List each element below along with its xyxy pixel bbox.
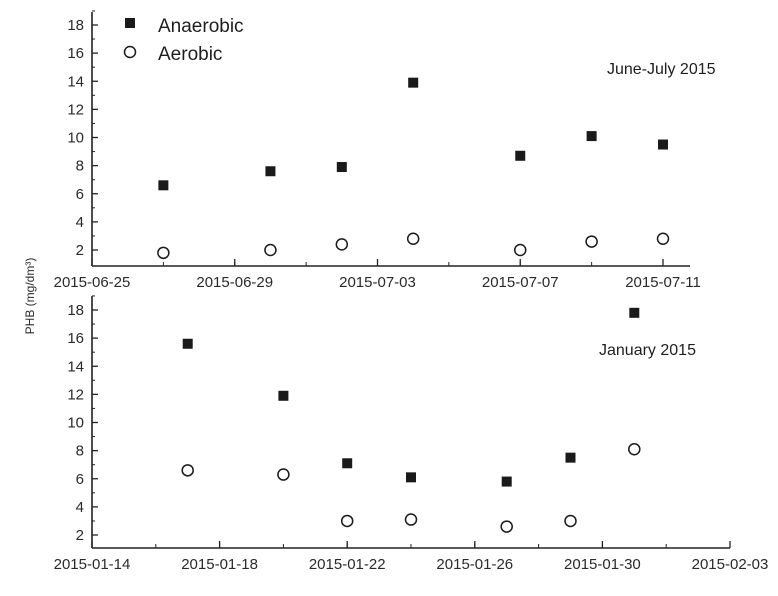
x-tick-label: 2015-01-26: [436, 556, 513, 573]
panel-annotation-june-july: June-July 2015: [607, 61, 716, 78]
y-axis-label: PHB (mg/dm³): [23, 258, 37, 335]
aerobic-point: [656, 232, 670, 245]
anaerobic-point: [408, 77, 419, 88]
aerobic-point: [585, 235, 598, 248]
anaerobic-point: [586, 131, 597, 142]
anaerobic-point: [342, 458, 353, 469]
legend: Anaerobic Aerobic: [123, 16, 244, 65]
x-tick-label: 2015-07-11: [625, 274, 701, 291]
aerobic-point: [406, 232, 420, 245]
legend-aerobic-label: Aerobic: [158, 44, 222, 65]
anaerobic-point: [658, 139, 668, 150]
aerobic-point: [628, 442, 641, 456]
anaerobic-point: [501, 476, 512, 487]
x-tick-label: 2015-06-25: [54, 274, 131, 291]
legend-aerobic-marker: [123, 45, 137, 59]
aerobic-point: [340, 514, 354, 528]
anaerobic-point: [406, 472, 416, 483]
aerobic-point: [335, 238, 349, 251]
y-tick-label: 10: [67, 130, 84, 147]
y-tick-label: 12: [67, 386, 84, 403]
y-tick-label: 14: [67, 358, 84, 375]
x-tick-label: 2015-07-03: [339, 274, 416, 291]
aerobic-point: [264, 243, 277, 257]
anaerobic-point: [565, 452, 576, 463]
panel-annotation-january: January 2015: [599, 342, 696, 359]
y-tick-label: 6: [76, 471, 84, 488]
aerobic-point: [277, 468, 290, 481]
anaerobic-point: [265, 166, 276, 177]
aerobic-point: [564, 514, 577, 528]
y-tick-label: 14: [67, 73, 84, 90]
anaerobic-point: [158, 180, 169, 191]
y-tick-label: 8: [76, 443, 84, 460]
aerobic-point: [157, 246, 170, 260]
x-tick-label: 2015-01-30: [564, 556, 641, 573]
x-tick-label: 2015-01-14: [54, 556, 131, 573]
aerobic-point: [181, 464, 194, 477]
x-tick-label: 2015-01-22: [309, 556, 386, 573]
y-tick-label: 12: [67, 101, 84, 118]
y-tick-label: 6: [76, 186, 84, 203]
x-tick-label: 2015-06-29: [196, 274, 273, 291]
aerobic-point: [404, 513, 418, 526]
y-tick-label: 4: [76, 214, 84, 231]
y-tick-label: 16: [67, 45, 84, 62]
anaerobic-point: [336, 162, 347, 173]
legend-anaerobic-label: Anaerobic: [158, 16, 244, 37]
anaerobic-point: [278, 390, 289, 401]
y-tick-label: 4: [76, 499, 84, 516]
anaerobic-point: [629, 307, 640, 318]
y-tick-label: 10: [67, 415, 84, 432]
panel-january: January 2015 2 4 6 8 10 12 14 16 18 2015-01-14 201…: [54, 295, 769, 573]
y-tick-label: 2: [76, 242, 84, 259]
aerobic-point: [500, 520, 513, 533]
legend-anaerobic-marker: [125, 18, 135, 28]
y-tick-label: 2: [76, 527, 84, 544]
y-tick-label: 16: [67, 330, 84, 347]
aerobic-point: [514, 243, 527, 257]
y-tick-label: 18: [67, 302, 84, 319]
y-tick-label: 8: [76, 158, 84, 175]
anaerobic-point: [182, 338, 193, 349]
panel-june-july: June-July 2015 2 4 6 8 10 12 14 16 18 2015-06-25 2…: [54, 10, 716, 291]
y-tick-label: 18: [67, 17, 84, 34]
x-tick-label: 2015-01-18: [181, 556, 258, 573]
anaerobic-point: [515, 150, 526, 161]
x-tick-label: 2015-07-07: [482, 274, 559, 291]
x-tick-label: 2015-02-03: [692, 556, 769, 573]
